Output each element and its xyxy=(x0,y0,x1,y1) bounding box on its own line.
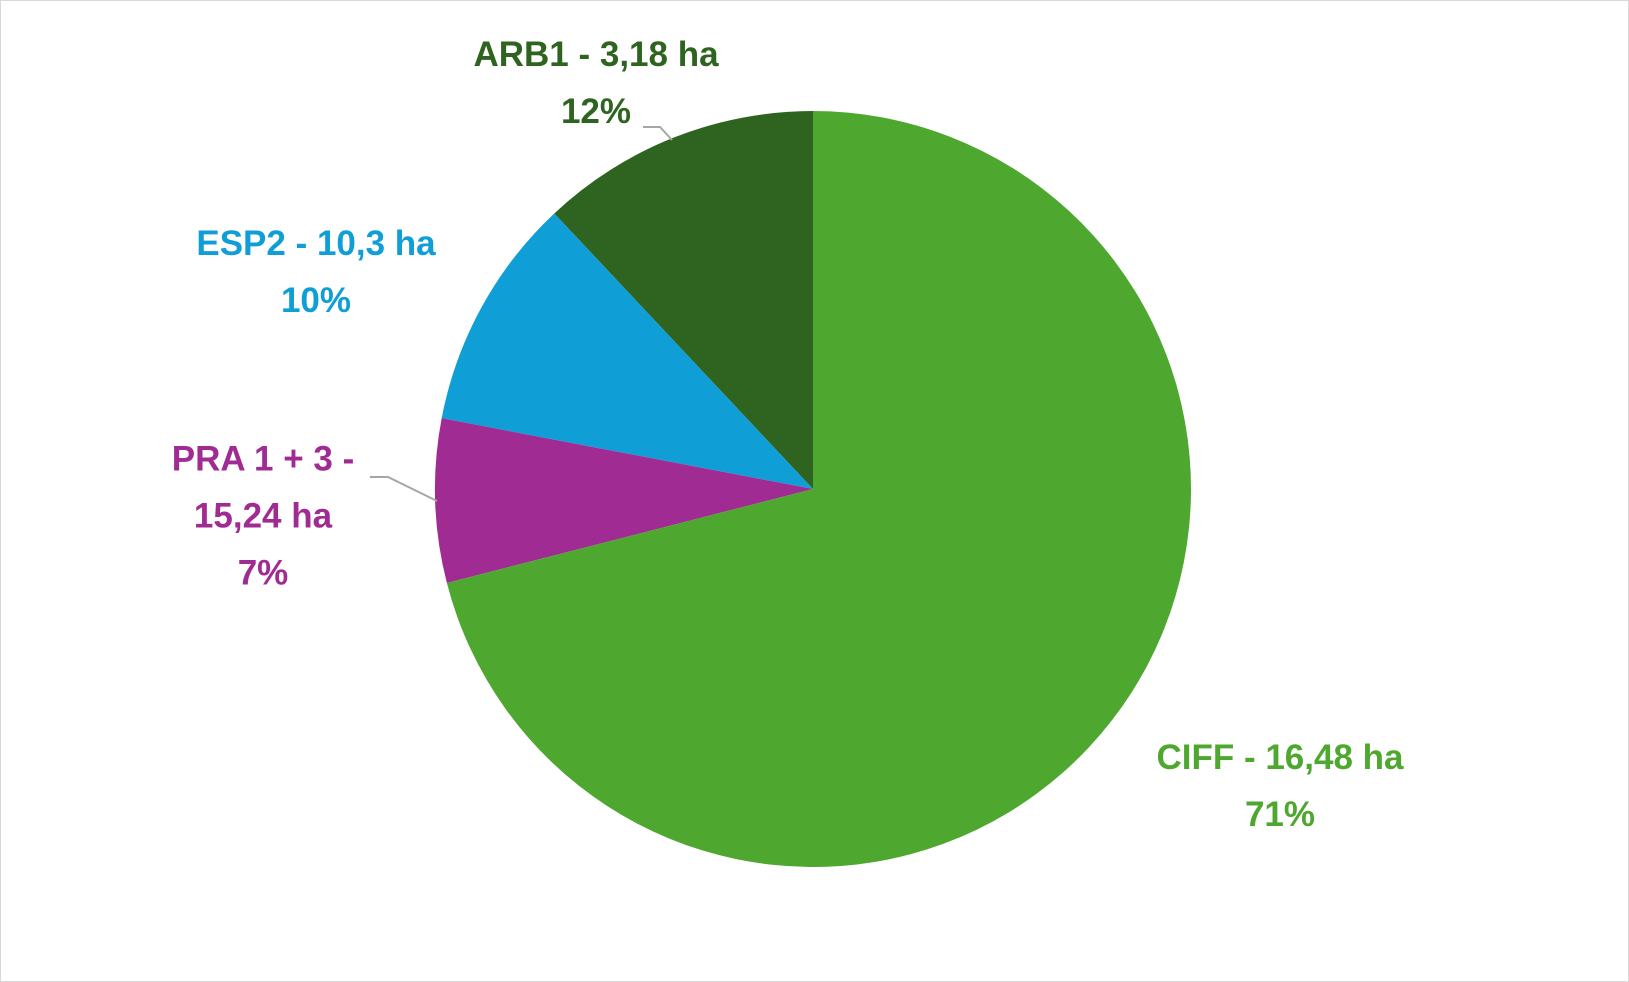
percent-label: 10% xyxy=(280,281,352,320)
leader-line xyxy=(370,476,438,502)
category-label: ESP2 - 10,3 ha xyxy=(196,224,436,263)
data-label: CIFF - 16,48 ha 71% xyxy=(1070,729,1490,843)
pie-slice xyxy=(435,418,813,584)
category-label: ARB1 - 3,18 ha xyxy=(473,35,719,74)
leader-line xyxy=(643,126,673,141)
percent-label: 71% xyxy=(1244,795,1316,834)
category-label: PRA 1 + 3 - 15,24 ha xyxy=(171,439,355,536)
data-label: PRA 1 + 3 - 15,24 ha 7% xyxy=(163,431,363,602)
percent-label: 12% xyxy=(560,92,632,131)
category-label: CIFF - 16,48 ha xyxy=(1156,738,1404,777)
pie-slice xyxy=(554,110,813,489)
pie-slice xyxy=(446,111,1191,867)
data-label: ARB1 - 3,18 ha 12% xyxy=(436,26,756,140)
pie-slice xyxy=(441,213,813,489)
data-label: ESP2 - 10,3 ha 10% xyxy=(156,215,476,329)
percent-label: 7% xyxy=(237,553,289,593)
